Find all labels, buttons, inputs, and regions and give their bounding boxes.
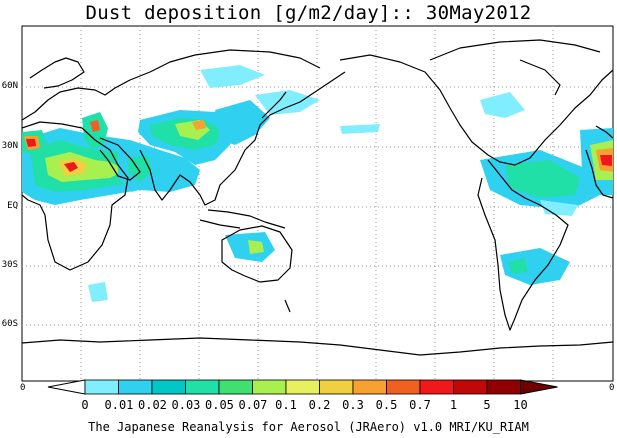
corner-label-left: 0 (20, 383, 26, 393)
colorbar-box (218, 379, 253, 395)
colorbar-box (252, 379, 287, 395)
corner-label-right: 0 (609, 383, 615, 393)
colorbar-label: 0.3 (342, 398, 364, 412)
colorbar-label: 0.05 (205, 398, 234, 412)
colorbar-box (486, 379, 521, 395)
colorbar-box (453, 379, 488, 395)
colorbar-arrow-low (47, 379, 86, 395)
y-label-60n: 60N (1, 81, 18, 91)
colorbar-label: 0.02 (138, 398, 167, 412)
colorbar-label: 0.1 (275, 398, 297, 412)
colorbar-label: 0.2 (308, 398, 331, 412)
map-title: Dust deposition [g/m2/day]:: 30May2012 (85, 2, 532, 24)
y-label-eq: EQ (7, 201, 18, 211)
colorbar-label: 1 (449, 398, 458, 412)
coastlines (21, 39, 614, 356)
colorbar-box (285, 379, 320, 395)
colorbar-label: 5 (483, 398, 491, 412)
colorbar-label: 0.5 (375, 398, 398, 412)
colorbar-label: 0.7 (409, 398, 431, 412)
colorbar-box (419, 379, 454, 395)
y-label-60s: 60S (1, 319, 18, 329)
colorbar-box (84, 379, 119, 395)
colorbar-box (319, 379, 354, 395)
colorbar-label: 0.07 (238, 398, 268, 412)
colorbar-box (386, 379, 421, 395)
y-label-30n: 30N (1, 141, 18, 151)
colorbar-label: 0.01 (104, 398, 134, 412)
credit-line: The Japanese Reanalysis for Aerosol (JRA… (88, 420, 529, 434)
colorbar-box (118, 379, 153, 395)
colorbar-label: 0 (81, 398, 89, 412)
dust-deposition-field (22, 65, 613, 302)
colorbar-label: 10 (513, 398, 528, 412)
colorbar-arrow-high (520, 379, 558, 395)
colorbar-label: 0.03 (171, 398, 201, 412)
colorbar-box (185, 379, 220, 395)
y-label-30s: 30S (1, 260, 18, 270)
colorbar-box (352, 379, 387, 395)
colorbar-box (151, 379, 186, 395)
colorbar-boxes (47, 379, 558, 395)
